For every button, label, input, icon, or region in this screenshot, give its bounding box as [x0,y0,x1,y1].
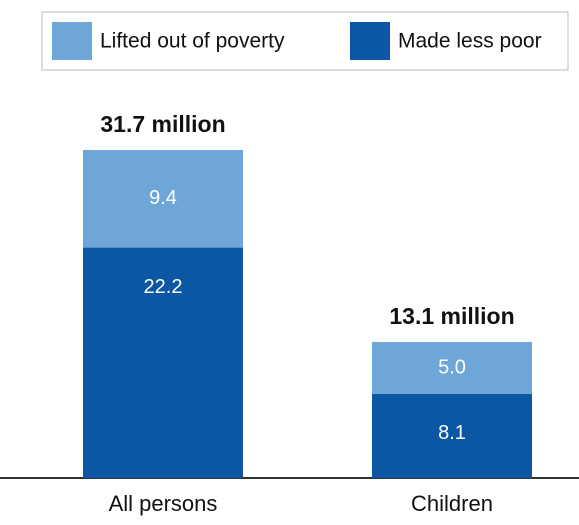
legend-label: Made less poor [398,30,542,53]
bar-segment [83,247,243,478]
x-tick-label: All persons [109,491,218,516]
value-label: 8.1 [438,422,466,444]
legend-swatch [350,22,390,60]
bar-segment [83,150,243,248]
bar-segment [372,342,532,394]
total-label: 13.1 million [389,303,514,329]
total-label: 31.7 million [100,111,225,137]
legend-box [41,11,569,71]
value-label: 22.2 [144,276,183,298]
legend-swatch [52,22,92,60]
value-label: 9.4 [149,187,177,209]
x-tick-label: Children [411,491,493,516]
legend-label: Lifted out of poverty [100,30,285,53]
bar-segment [372,393,532,478]
value-label: 5.0 [438,356,466,378]
